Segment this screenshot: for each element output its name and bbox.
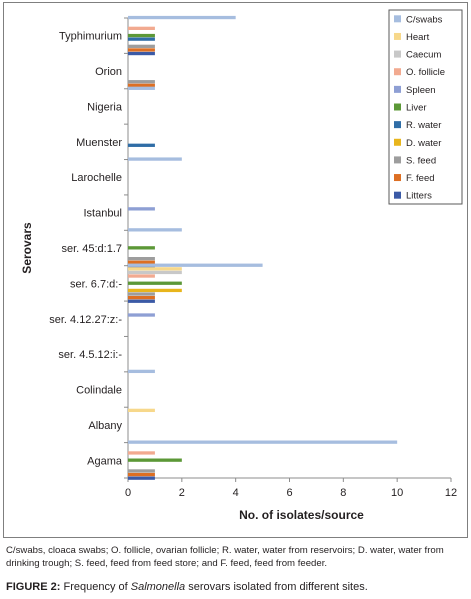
legend-label: S. feed	[406, 155, 436, 166]
category-label: ser. 6.7:d:-	[70, 278, 122, 290]
x-axis-title: No. of isolates/source	[239, 508, 364, 522]
category-label: Istanbul	[83, 208, 122, 220]
caption-label: FIGURE 2:	[6, 581, 61, 593]
bar-heart-ser-6-7-d-	[128, 267, 182, 271]
legend-swatch	[394, 191, 401, 199]
legend-label: C/swabs	[406, 14, 443, 25]
legend-label: Caecum	[406, 50, 441, 61]
bar-liver-agama	[128, 458, 182, 462]
bar-liver-ser-6-7-d-	[128, 281, 182, 285]
legend-label: R. water	[406, 120, 441, 131]
caption-text-before: Frequency of	[63, 581, 128, 593]
category-label: Orion	[95, 66, 122, 78]
legend-swatch	[394, 174, 401, 182]
bar-f-feed-orion	[128, 83, 155, 87]
category-label: Typhimurium	[59, 31, 122, 43]
bar-s-feed-ser-45-d-1-7	[128, 257, 155, 261]
category-label: Larochelle	[71, 172, 122, 184]
x-tick-label: 8	[340, 487, 346, 499]
y-axis-title: Serovars	[20, 222, 34, 274]
bar-o-follicle-typhimurium	[128, 26, 155, 30]
legend-label: F. feed	[406, 173, 435, 184]
legend-swatch	[394, 138, 401, 146]
bar-r-water-muenster	[128, 143, 155, 147]
bar-spleen-ser-4-12-27-z-	[128, 313, 155, 317]
bar-c-swabs-colindale	[128, 369, 155, 374]
bar-f-feed-ser-45-d-1-7	[128, 260, 155, 264]
figure-caption: FIGURE 2: Frequency of Salmonella serova…	[6, 580, 466, 594]
legend-swatch	[394, 32, 401, 40]
bar-c-swabs-nigeria	[128, 86, 155, 90]
bar-litters-typhimurium	[128, 51, 155, 56]
bar-c-swabs-ser-45-d-1-7	[128, 228, 182, 232]
legend-swatch	[394, 121, 401, 129]
bar-r-water-typhimurium	[128, 37, 155, 41]
category-label: Colindale	[76, 385, 122, 397]
category-label: Albany	[88, 420, 122, 432]
category-label: ser. 45:d:1.7	[61, 243, 122, 255]
bar-liver-ser-45-d-1-7	[128, 246, 155, 250]
legend-swatch	[394, 68, 401, 76]
legend-swatch	[394, 85, 401, 93]
legend-box	[388, 9, 463, 205]
legend-swatch	[394, 103, 401, 111]
x-tick-label: 0	[125, 487, 131, 499]
caption-text-after: serovars isolated from different sites.	[188, 581, 368, 593]
category-label: Agama	[87, 455, 123, 467]
legend-label: Spleen	[406, 85, 436, 96]
category-label: ser. 4.12.27:z:-	[49, 314, 122, 326]
category-label: ser. 4.5.12:i:-	[58, 349, 122, 361]
bar-litters-agama	[128, 476, 155, 480]
chart-footnote: C/swabs, cloaca swabs; O. follicle, ovar…	[6, 545, 444, 569]
caption-italic-text: Salmonella	[130, 581, 186, 593]
bar-d-water-ser-6-7-d-	[128, 288, 182, 293]
bar-o-follicle-ser-6-7-d-	[128, 274, 155, 278]
bar-heart-albany	[128, 408, 155, 413]
legend-label: Heart	[406, 32, 430, 43]
bar-s-feed-agama	[128, 469, 155, 473]
x-tick-label: 10	[391, 487, 403, 499]
bar-s-feed-typhimurium	[128, 44, 155, 48]
legend-label: O. follicle	[406, 67, 445, 78]
category-label: Muenster	[76, 137, 122, 149]
legend-label: D. water	[406, 138, 441, 149]
bar-c-swabs-agama	[128, 440, 398, 444]
bar-litters-ser-6-7-d-	[128, 299, 155, 303]
bar-o-follicle-agama	[128, 451, 155, 455]
bar-liver-typhimurium	[128, 33, 155, 38]
legend-label: Litters	[406, 191, 432, 202]
category-label: Nigeria	[87, 101, 123, 113]
x-tick-label: 2	[179, 487, 185, 499]
legend-swatch	[394, 50, 401, 58]
x-tick-label: 12	[445, 487, 457, 499]
bar-caecum-ser-6-7-d-	[128, 270, 182, 275]
bar-c-swabs-typhimurium	[128, 15, 236, 20]
bar-s-feed-orion	[128, 80, 155, 84]
legend-swatch	[394, 15, 401, 23]
legend-swatch	[394, 156, 401, 164]
bar-chart: 0 2 4 6 8 10 12 Typhimurium Orion Nigeria Muenster…	[20, 9, 463, 522]
bar-f-feed-ser-6-7-d-	[128, 295, 155, 300]
x-tick-label: 6	[286, 487, 292, 499]
x-tick-label: 4	[233, 487, 239, 499]
bar-f-feed-typhimurium	[128, 48, 155, 52]
chart-frame	[3, 2, 468, 538]
bar-f-feed-agama	[128, 472, 155, 477]
bar-c-swabs-ser-6-7-d-	[128, 263, 263, 267]
bar-s-feed-ser-6-7-d-	[128, 292, 155, 296]
legend-label: Liver	[406, 103, 427, 114]
bar-c-swabs-larochelle	[128, 157, 182, 161]
bar-spleen-istanbul	[128, 207, 155, 211]
